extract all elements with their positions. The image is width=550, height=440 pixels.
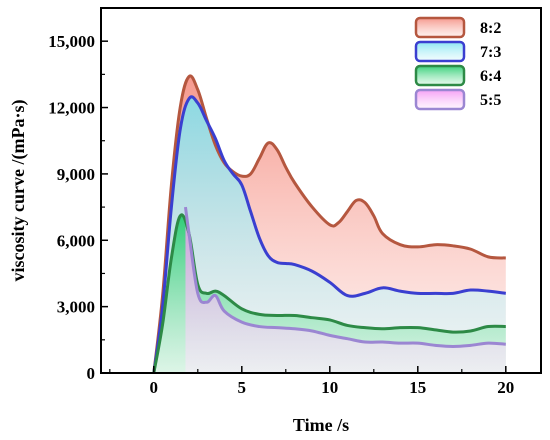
- series-line-5-5: [183, 206, 506, 348]
- legend-label: 6:4: [480, 68, 501, 85]
- x-tick-label: 10: [321, 378, 338, 397]
- legend: 8:2 7:3 6:4 5:5: [414, 16, 501, 111]
- legend-swatch: [414, 88, 466, 111]
- series-line-8-2: [152, 74, 506, 374]
- y-axis-title: viscosity curve /(mPa·s): [8, 100, 29, 282]
- x-tick-label: 20: [497, 378, 514, 397]
- legend-label: 7:3: [480, 44, 501, 61]
- legend-swatch: [414, 64, 466, 87]
- legend-swatch: [414, 16, 466, 39]
- legend-label: 8:2: [480, 20, 501, 37]
- x-axis-ticks: 0 5 10 15 20: [109, 366, 514, 397]
- legend-label: 5:5: [480, 92, 501, 109]
- x-tick-label: 15: [409, 378, 426, 397]
- y-axis-ticks: 0 3,000 6,000 9,000 12,000 15,000: [48, 32, 108, 383]
- y-tick-label: 15,000: [48, 32, 95, 51]
- series-area-5-5: [185, 207, 506, 373]
- plot-frame: [100, 7, 542, 374]
- series-area-7-3: [153, 96, 506, 373]
- y-tick-label: 0: [87, 364, 96, 383]
- y-tick-label: 6,000: [57, 231, 95, 250]
- y-tick-label: 9,000: [57, 165, 95, 184]
- x-axis-title: Time /s: [293, 415, 349, 435]
- series-line-7-3: [152, 95, 506, 374]
- y-tick-label: 12,000: [48, 99, 95, 118]
- series-lines: [152, 74, 506, 374]
- x-tick-label: 0: [150, 378, 159, 397]
- x-tick-label: 5: [238, 378, 247, 397]
- legend-swatch: [414, 40, 466, 63]
- y-tick-label: 3,000: [57, 298, 95, 317]
- series-areas: [153, 75, 506, 374]
